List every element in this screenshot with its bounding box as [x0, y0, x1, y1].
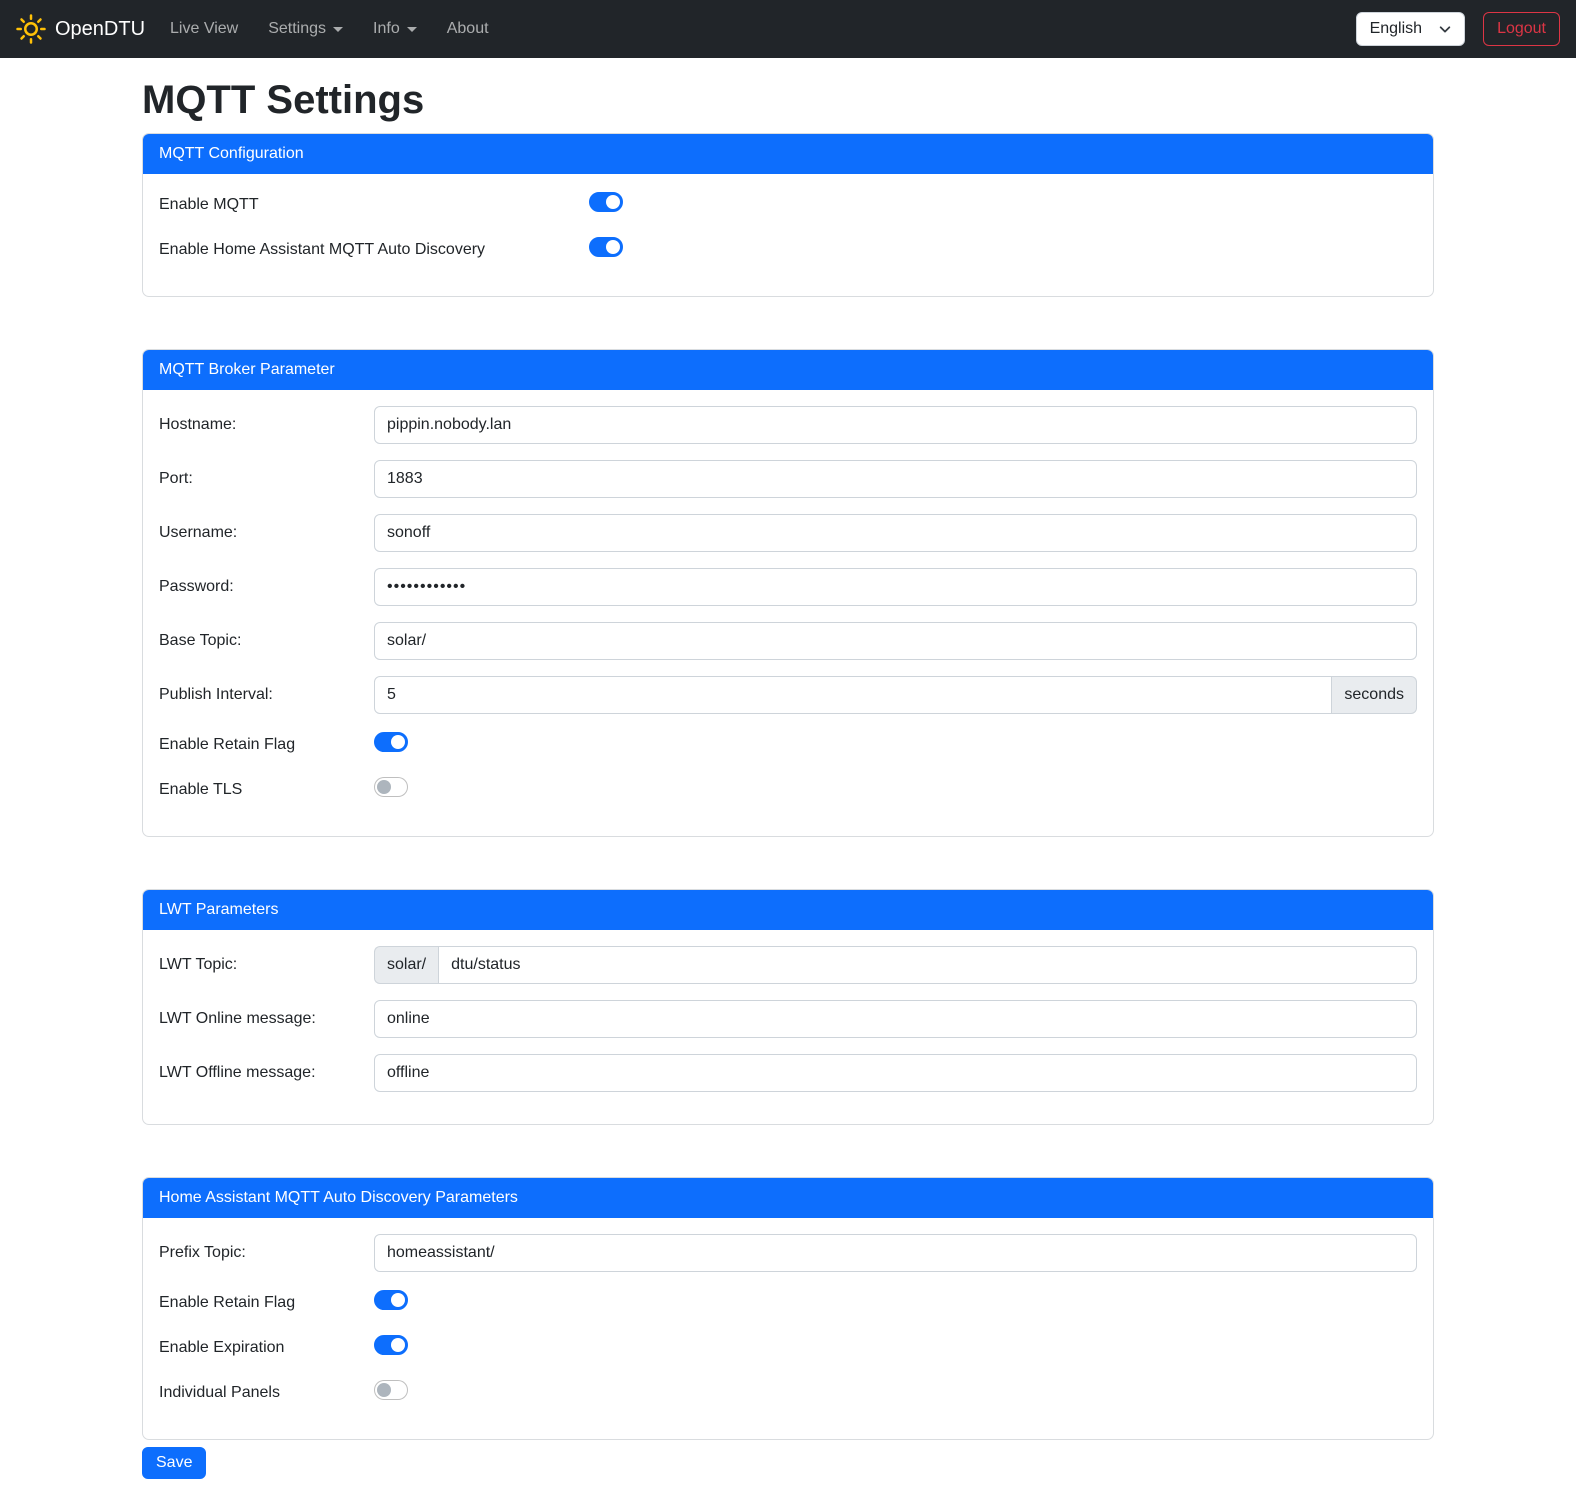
hostname-input[interactable] — [374, 406, 1417, 444]
username-label: Username: — [159, 524, 238, 541]
card-header: MQTT Broker Parameter — [143, 350, 1433, 390]
username-input[interactable] — [374, 514, 1417, 552]
card-lwt-parameters: LWT Parameters LWT Topic: solar/ LWT Onl… — [142, 889, 1434, 1125]
form-row-lwt-offline: LWT Offline message: — [159, 1054, 1417, 1092]
publish-interval-input[interactable] — [374, 676, 1333, 714]
main-content: MQTT Settings MQTT Configuration Enable … — [142, 78, 1434, 1501]
form-row-enable-ha-discovery: Enable Home Assistant MQTT Auto Discover… — [159, 235, 1417, 264]
enable-mqtt-switch[interactable] — [589, 192, 623, 212]
brand-label: OpenDTU — [55, 17, 146, 40]
publish-interval-group: seconds — [374, 676, 1417, 714]
card-header: Home Assistant MQTT Auto Discovery Param… — [143, 1178, 1433, 1218]
form-row-ha-expiration: Enable Expiration — [159, 1333, 1417, 1362]
enable-tls-switch[interactable] — [374, 777, 408, 797]
hostname-label: Hostname: — [159, 416, 237, 433]
ha-expiration-label: Enable Expiration — [159, 1338, 285, 1356]
form-row-enable-mqtt: Enable MQTT — [159, 190, 1417, 219]
password-input[interactable] — [374, 568, 1417, 606]
lwt-online-input[interactable] — [374, 1000, 1417, 1038]
page-title: MQTT Settings — [142, 78, 425, 122]
logout-button[interactable]: Logout — [1483, 12, 1560, 46]
card-header: LWT Parameters — [143, 890, 1433, 930]
card-body: Hostname: Port: Username: Password: Base… — [143, 390, 1433, 836]
nav-item-label: About — [446, 20, 489, 37]
enable-tls-label: Enable TLS — [159, 780, 243, 798]
caret-down-icon — [406, 26, 417, 32]
enable-ha-discovery-switch[interactable] — [589, 237, 623, 257]
enable-mqtt-label: Enable MQTT — [159, 195, 259, 213]
nav-item-live-view[interactable]: Live View — [155, 12, 253, 46]
card-body: Prefix Topic: Enable Retain Flag Enable … — [143, 1218, 1433, 1439]
prefix-topic-input[interactable] — [374, 1234, 1417, 1272]
form-row-publish-interval: Publish Interval: seconds — [159, 676, 1417, 714]
prefix-topic-label: Prefix Topic: — [159, 1244, 246, 1261]
lwt-online-label: LWT Online message: — [159, 1010, 316, 1027]
card-body: LWT Topic: solar/ LWT Online message: LW… — [143, 930, 1433, 1124]
nav-item-label: Live View — [170, 20, 239, 37]
form-row-username: Username: — [159, 514, 1417, 552]
lwt-topic-prefix: solar/ — [374, 946, 439, 984]
form-row-enable-retain: Enable Retain Flag — [159, 730, 1417, 759]
individual-panels-label: Individual Panels — [159, 1383, 280, 1401]
individual-panels-switch[interactable] — [374, 1380, 408, 1400]
chevron-down-icon — [1438, 22, 1452, 36]
form-row-lwt-topic: LWT Topic: solar/ — [159, 946, 1417, 984]
lwt-topic-group: solar/ — [374, 946, 1417, 984]
save-button[interactable]: Save — [142, 1447, 207, 1479]
nav-item-label: Info — [373, 20, 400, 37]
sun-icon — [16, 14, 46, 44]
form-row-prefix-topic: Prefix Topic: — [159, 1234, 1417, 1272]
card-mqtt-broker-parameter: MQTT Broker Parameter Hostname: Port: Us… — [142, 349, 1434, 837]
enable-retain-label: Enable Retain Flag — [159, 735, 296, 753]
caret-down-icon — [333, 26, 344, 32]
navbar-right: English Logout — [1355, 12, 1560, 46]
form-row-enable-tls: Enable TLS — [159, 775, 1417, 804]
base-topic-label: Base Topic: — [159, 632, 242, 649]
card-mqtt-configuration: MQTT Configuration Enable MQTT Enable Ho… — [142, 133, 1434, 297]
card-header: MQTT Configuration — [143, 134, 1433, 174]
form-row-port: Port: — [159, 460, 1417, 498]
enable-ha-discovery-label: Enable Home Assistant MQTT Auto Discover… — [159, 240, 486, 258]
enable-retain-switch[interactable] — [374, 732, 408, 752]
language-select-value: English — [1369, 20, 1423, 37]
lwt-topic-input[interactable] — [438, 946, 1417, 984]
publish-interval-unit: seconds — [1332, 676, 1417, 714]
nav-item-label: Settings — [268, 20, 327, 37]
nav-item-info[interactable]: Info — [358, 12, 432, 46]
form-row-ha-retain: Enable Retain Flag — [159, 1288, 1417, 1317]
lwt-topic-label: LWT Topic: — [159, 956, 238, 973]
form-row-individual-panels: Individual Panels — [159, 1378, 1417, 1407]
nav-item-about[interactable]: About — [432, 12, 504, 46]
language-select[interactable]: English — [1355, 12, 1466, 46]
nav-item-settings[interactable]: Settings — [253, 12, 358, 46]
form-row-base-topic: Base Topic: — [159, 622, 1417, 660]
lwt-offline-input[interactable] — [374, 1054, 1417, 1092]
form-row-password: Password: — [159, 568, 1417, 606]
form-row-hostname: Hostname: — [159, 406, 1417, 444]
base-topic-input[interactable] — [374, 622, 1417, 660]
password-label: Password: — [159, 578, 234, 595]
publish-interval-label: Publish Interval: — [159, 686, 273, 703]
ha-retain-label: Enable Retain Flag — [159, 1293, 296, 1311]
brand-opendtu[interactable]: OpenDTU — [16, 14, 145, 44]
card-body: Enable MQTT Enable Home Assistant MQTT A… — [143, 174, 1433, 296]
port-input[interactable] — [374, 460, 1417, 498]
navbar: OpenDTU Live View Settings Info About En… — [0, 0, 1576, 58]
lwt-offline-label: LWT Offline message: — [159, 1064, 316, 1081]
card-ha-discovery-parameters: Home Assistant MQTT Auto Discovery Param… — [142, 1177, 1434, 1440]
ha-retain-switch[interactable] — [374, 1290, 408, 1310]
port-label: Port: — [159, 470, 193, 487]
ha-expiration-switch[interactable] — [374, 1335, 408, 1355]
form-row-lwt-online: LWT Online message: — [159, 1000, 1417, 1038]
nav-links: Live View Settings Info About — [155, 12, 504, 46]
